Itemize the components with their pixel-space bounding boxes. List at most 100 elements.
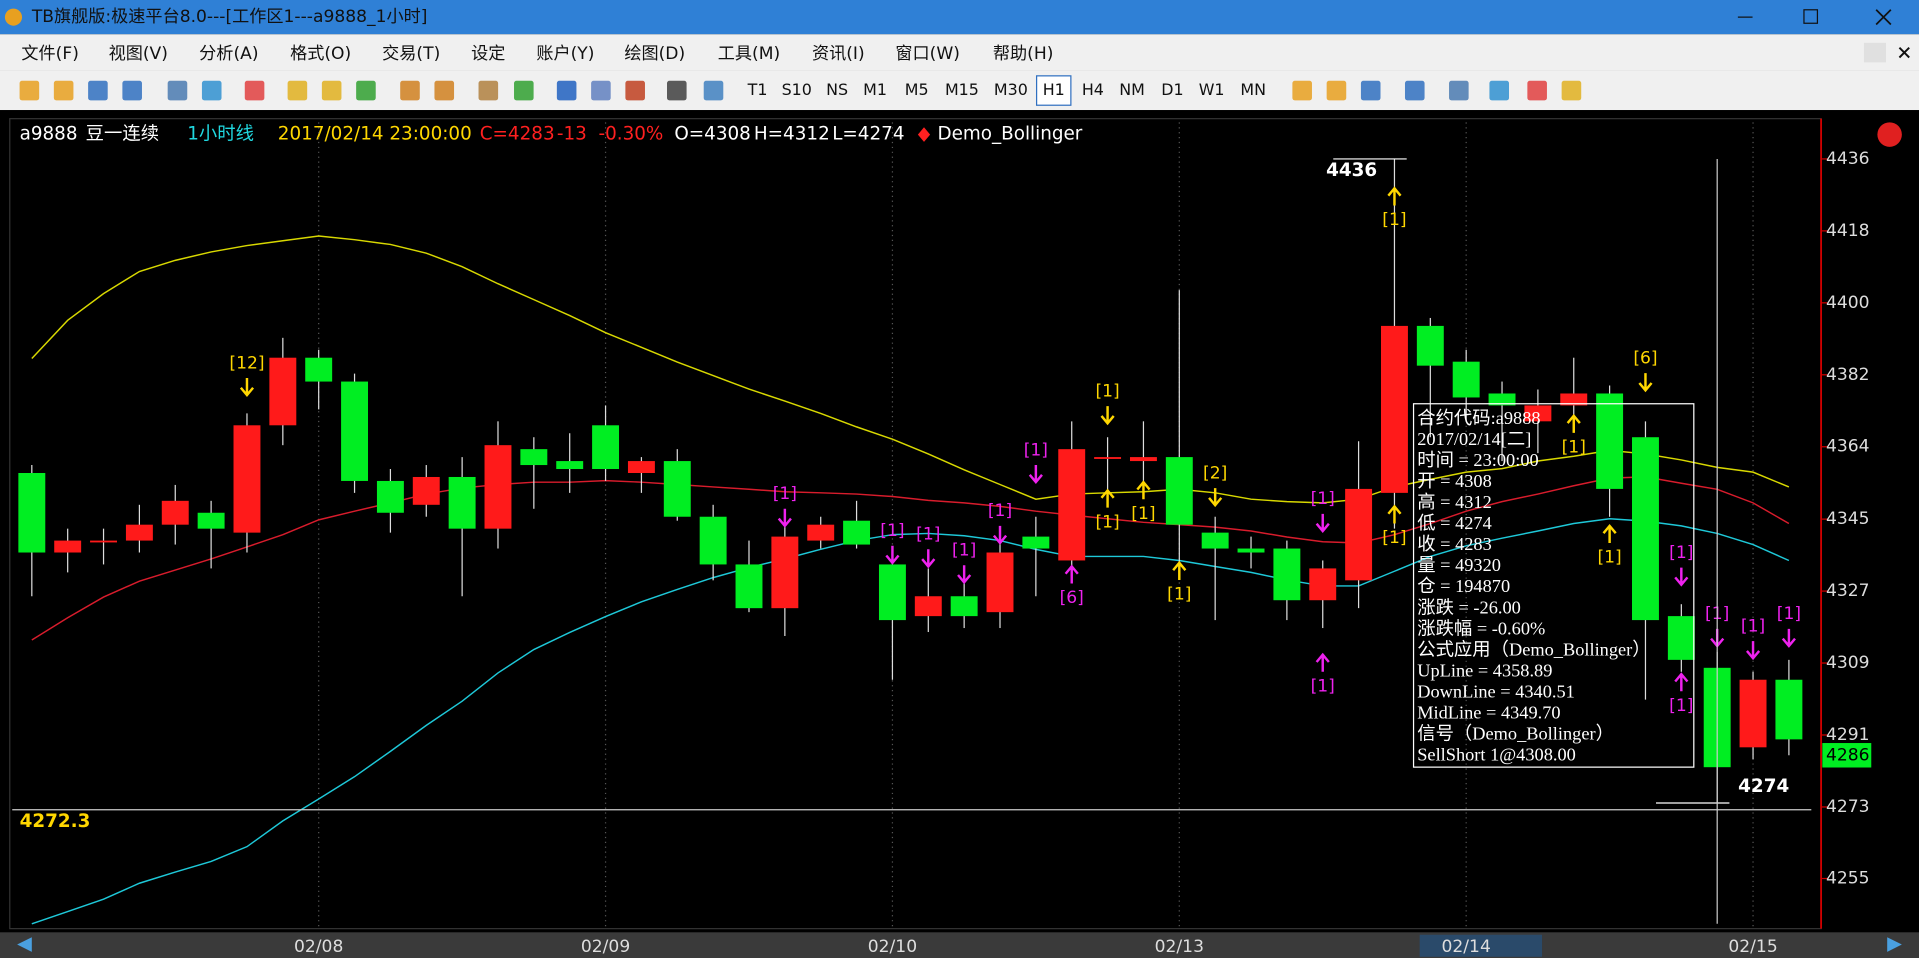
signal-label: [1]	[1131, 504, 1155, 524]
toolbar-icon[interactable]	[244, 80, 265, 101]
menu-item[interactable]: 账户(Y)	[536, 44, 594, 64]
toolbar-icon[interactable]	[287, 80, 308, 101]
toolbar-icon[interactable]	[1404, 80, 1425, 101]
period-button[interactable]: H1	[1043, 80, 1065, 99]
candle-body	[520, 449, 548, 466]
period-button[interactable]: T1	[747, 80, 768, 99]
toolbar-icon[interactable]	[703, 80, 724, 101]
close-button[interactable]	[1875, 9, 1892, 26]
scroll-thumb[interactable]	[1419, 934, 1543, 957]
menu-item[interactable]: 绘图(D)	[624, 44, 685, 64]
tooltip-line: 低 = 4274	[1417, 513, 1492, 533]
candle-body	[448, 476, 476, 529]
tooltip-line: 合约代码:a9888	[1417, 408, 1540, 428]
toolbar-icon[interactable]	[1561, 80, 1582, 101]
extreme-label: 4436	[1326, 160, 1377, 181]
signal-label: [1]	[773, 484, 797, 504]
signal-arrow	[1208, 488, 1223, 508]
restore-button[interactable]	[1803, 9, 1819, 24]
period-button[interactable]: W1	[1199, 80, 1225, 99]
toolbar-icon[interactable]	[1292, 80, 1312, 101]
toolbar-icon[interactable]	[556, 80, 577, 101]
scrollbar[interactable]	[0, 932, 1919, 958]
y-tick-label: 4436	[1826, 149, 1870, 169]
toolbar-icon[interactable]	[167, 80, 188, 101]
toolbar-icon[interactable]	[88, 80, 108, 101]
menu-restore[interactable]	[1863, 42, 1886, 63]
toolbar-icon[interactable]	[201, 80, 222, 101]
candle-body	[843, 520, 871, 545]
period-button[interactable]: M1	[863, 80, 887, 99]
toolbar-icon[interactable]	[122, 80, 142, 101]
candle-body	[1345, 488, 1373, 581]
toolbar-icon[interactable]	[19, 80, 40, 101]
candle-body	[341, 381, 369, 481]
menu-item[interactable]: 帮助(H)	[993, 44, 1054, 64]
toolbar-icon[interactable]	[1489, 80, 1510, 101]
bollinger-line	[31, 235, 1790, 504]
period-button[interactable]: MN	[1240, 80, 1266, 99]
period-button[interactable]: M5	[905, 80, 929, 99]
signal-arrow	[1315, 513, 1330, 533]
bollinger-line	[31, 476, 1790, 641]
y-tick-label: 4364	[1826, 437, 1870, 457]
x-tick-label: 02/08	[294, 937, 343, 957]
period-button[interactable]: D1	[1161, 80, 1183, 99]
candle-body	[1416, 325, 1444, 366]
x-tick-label: 02/15	[1728, 937, 1777, 957]
signal-label: [2]	[1203, 463, 1227, 483]
toolbar-icon[interactable]	[400, 80, 420, 101]
toolbar-icon[interactable]	[1326, 80, 1347, 101]
menu-item[interactable]: 窗口(W)	[895, 44, 960, 64]
menu-bar	[0, 34, 1919, 71]
scroll-left[interactable]	[17, 937, 32, 952]
toolbar-icon[interactable]	[434, 80, 455, 101]
menu-item[interactable]: 交易(T)	[382, 44, 440, 64]
menu-item[interactable]: 设定	[471, 44, 505, 64]
menu-item[interactable]: 资讯(I)	[812, 44, 865, 64]
toolbar-icon[interactable]	[1527, 80, 1547, 101]
signal-arrow	[957, 565, 972, 585]
period-button[interactable]: S10	[782, 80, 812, 99]
toolbar-icon[interactable]	[514, 80, 534, 101]
menu-close[interactable]	[1898, 47, 1910, 59]
menu-item[interactable]: 分析(A)	[199, 44, 258, 64]
candle-body	[627, 461, 655, 473]
signal-arrow	[1745, 641, 1761, 661]
period-button[interactable]: NS	[826, 80, 848, 99]
signal-label: [1]	[1024, 440, 1048, 460]
period-selected[interactable]	[1035, 75, 1072, 106]
period-button[interactable]: NM	[1119, 80, 1145, 99]
toolbar-icon[interactable]	[666, 80, 687, 101]
x-tick-label: 02/10	[868, 937, 917, 957]
candle-body	[125, 524, 153, 541]
toolbar-icon[interactable]	[591, 80, 611, 101]
signal-arrow	[885, 545, 900, 565]
toolbar-icon[interactable]	[1360, 80, 1381, 101]
period-button[interactable]: M30	[994, 80, 1028, 99]
menu-item[interactable]: 视图(V)	[109, 44, 168, 64]
tooltip-line: UpLine = 4358.89	[1417, 660, 1552, 680]
toolbar-icon[interactable]	[1449, 80, 1469, 101]
period-button[interactable]: M15	[945, 80, 979, 99]
menu-item[interactable]: 文件(F)	[21, 44, 78, 64]
header-time: 2017/02/14 23:00:00	[278, 124, 472, 145]
chart-area	[0, 110, 1919, 933]
toolbar-icon[interactable]	[478, 80, 499, 101]
toolbar-icon[interactable]	[356, 80, 376, 101]
candle-body	[878, 564, 906, 621]
signal-label: [1]	[1311, 489, 1335, 509]
signal-label: [6]	[1633, 349, 1657, 369]
toolbar-icon[interactable]	[53, 80, 74, 101]
period-button[interactable]: H4	[1082, 80, 1104, 99]
menu-item[interactable]: 格式(O)	[290, 44, 351, 64]
signal-label: [1]	[1382, 528, 1406, 548]
toolbar-icon[interactable]	[625, 80, 645, 101]
menu-item[interactable]: 工具(M)	[718, 44, 780, 64]
scroll-right[interactable]	[1887, 937, 1902, 952]
toolbar-icon[interactable]	[321, 80, 342, 101]
candle-body	[1022, 536, 1050, 549]
signal-label: [1]	[1741, 616, 1765, 636]
signal-arrow	[1602, 523, 1617, 543]
candle-body	[1309, 568, 1337, 601]
